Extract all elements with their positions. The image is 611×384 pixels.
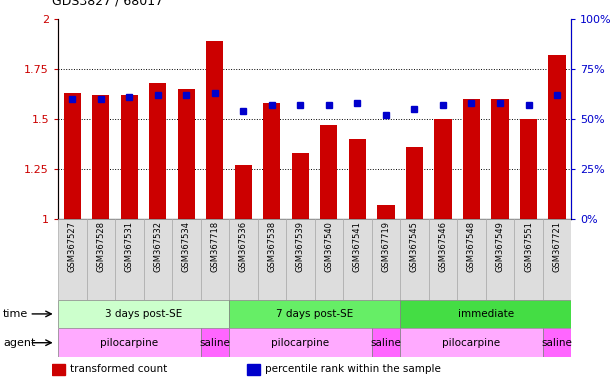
Bar xyxy=(400,219,429,300)
Text: pilocarpine: pilocarpine xyxy=(442,338,500,348)
Bar xyxy=(320,125,337,219)
Bar xyxy=(258,219,286,300)
Text: GSM367551: GSM367551 xyxy=(524,221,533,272)
Bar xyxy=(429,219,457,300)
Text: 3 days post-SE: 3 days post-SE xyxy=(105,309,182,319)
Bar xyxy=(64,93,81,219)
Bar xyxy=(549,55,566,219)
Bar xyxy=(520,119,537,219)
Text: GSM367719: GSM367719 xyxy=(381,221,390,272)
Text: pilocarpine: pilocarpine xyxy=(271,338,329,348)
Text: GSM367534: GSM367534 xyxy=(182,221,191,272)
Text: GSM367527: GSM367527 xyxy=(68,221,77,272)
Bar xyxy=(491,99,508,219)
Text: percentile rank within the sample: percentile rank within the sample xyxy=(265,364,441,374)
Bar xyxy=(371,328,400,357)
Text: saline: saline xyxy=(370,338,401,348)
Text: GSM367546: GSM367546 xyxy=(439,221,447,272)
Text: GSM367540: GSM367540 xyxy=(324,221,334,272)
Bar xyxy=(406,147,423,219)
Bar xyxy=(149,83,166,219)
Bar xyxy=(286,219,315,300)
Bar xyxy=(400,328,543,357)
Bar xyxy=(144,219,172,300)
Text: GDS3827 / 68017: GDS3827 / 68017 xyxy=(52,0,163,8)
Bar xyxy=(463,99,480,219)
Bar xyxy=(343,219,371,300)
Bar xyxy=(349,139,366,219)
Bar xyxy=(58,328,200,357)
Text: pilocarpine: pilocarpine xyxy=(100,338,158,348)
Text: GSM367721: GSM367721 xyxy=(552,221,562,272)
Text: GSM367718: GSM367718 xyxy=(210,221,219,272)
Text: 7 days post-SE: 7 days post-SE xyxy=(276,309,353,319)
Bar xyxy=(457,219,486,300)
Bar xyxy=(229,328,371,357)
Bar xyxy=(543,328,571,357)
Bar xyxy=(486,219,514,300)
Bar xyxy=(200,219,229,300)
Text: saline: saline xyxy=(199,338,230,348)
Text: agent: agent xyxy=(3,338,35,348)
Bar xyxy=(235,165,252,219)
Text: saline: saline xyxy=(541,338,573,348)
Bar xyxy=(58,219,87,300)
Bar xyxy=(514,219,543,300)
Bar xyxy=(52,364,65,375)
Bar xyxy=(200,328,229,357)
Text: GSM367536: GSM367536 xyxy=(239,221,248,272)
Bar xyxy=(229,219,258,300)
Text: transformed count: transformed count xyxy=(70,364,167,374)
Bar xyxy=(292,153,309,219)
Text: time: time xyxy=(3,309,28,319)
Bar xyxy=(178,89,195,219)
Bar xyxy=(263,103,280,219)
Bar xyxy=(207,41,224,219)
Text: immediate: immediate xyxy=(458,309,514,319)
Bar xyxy=(121,95,138,219)
Bar xyxy=(115,219,144,300)
Text: GSM367538: GSM367538 xyxy=(268,221,276,272)
Text: GSM367549: GSM367549 xyxy=(496,221,505,272)
Bar xyxy=(58,300,229,328)
Bar xyxy=(400,300,571,328)
Bar xyxy=(87,219,115,300)
Bar xyxy=(315,219,343,300)
Text: GSM367548: GSM367548 xyxy=(467,221,476,272)
Bar xyxy=(371,219,400,300)
Text: GSM367528: GSM367528 xyxy=(97,221,105,272)
Bar xyxy=(92,95,109,219)
Text: GSM367541: GSM367541 xyxy=(353,221,362,272)
Bar xyxy=(378,205,395,219)
Text: GSM367531: GSM367531 xyxy=(125,221,134,272)
Bar xyxy=(229,300,400,328)
Text: GSM367545: GSM367545 xyxy=(410,221,419,272)
Text: GSM367532: GSM367532 xyxy=(153,221,163,272)
Bar xyxy=(247,364,260,375)
Text: GSM367539: GSM367539 xyxy=(296,221,305,272)
Bar xyxy=(172,219,200,300)
Bar xyxy=(543,219,571,300)
Bar xyxy=(434,119,452,219)
